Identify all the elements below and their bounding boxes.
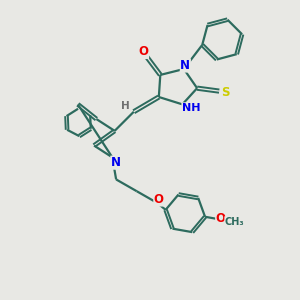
Text: NH: NH (182, 103, 200, 113)
Text: H: H (121, 101, 129, 111)
Text: CH₃: CH₃ (225, 217, 244, 227)
Text: O: O (139, 45, 148, 58)
Text: N: N (111, 156, 121, 169)
Text: S: S (221, 86, 230, 99)
Text: O: O (216, 212, 226, 225)
Text: O: O (154, 193, 164, 206)
Text: N: N (180, 59, 190, 72)
